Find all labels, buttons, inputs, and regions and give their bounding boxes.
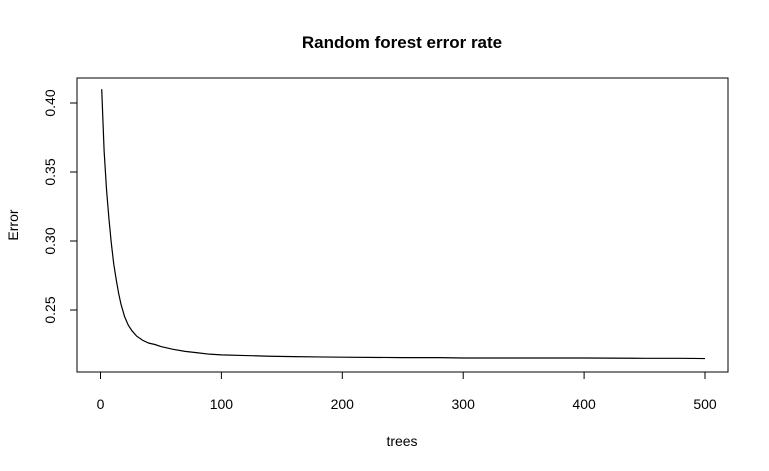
y-axis-label: Error — [5, 209, 21, 240]
x-tick-label: 200 — [331, 396, 355, 412]
y-axis: 0.25 0.30 0.35 0.40 — [42, 89, 78, 324]
x-tick-label: 500 — [693, 396, 717, 412]
y-tick-label: 0.30 — [42, 227, 58, 254]
series-layer — [101, 89, 706, 360]
y-tick-label: 0.35 — [42, 158, 58, 185]
plot-frame — [76, 77, 729, 373]
x-tick-label: 300 — [452, 396, 476, 412]
y-tick-label: 0.40 — [42, 89, 58, 116]
y-tick-label: 0.25 — [42, 296, 58, 323]
x-tick-label: 100 — [210, 396, 234, 412]
x-tick-label: 0 — [97, 396, 105, 412]
x-tick-label: 400 — [572, 396, 596, 412]
x-axis: 0 100 200 300 400 500 — [97, 371, 717, 412]
x-axis-label: trees — [386, 433, 417, 449]
chart-title: Random forest error rate — [302, 33, 502, 52]
error-rate-line — [101, 89, 706, 360]
